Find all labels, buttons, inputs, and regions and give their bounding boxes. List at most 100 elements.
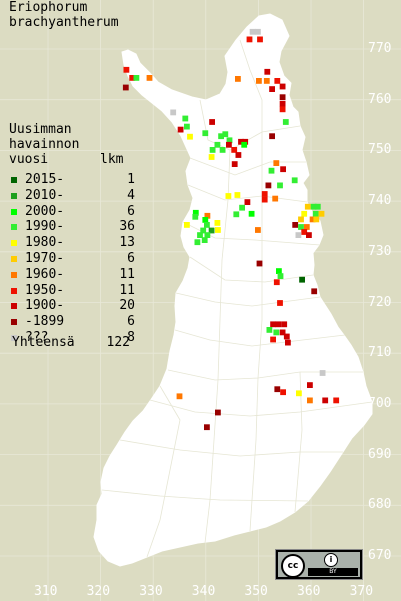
observation-cell xyxy=(279,329,286,336)
observation-cell xyxy=(318,210,325,217)
observation-cell xyxy=(273,160,280,166)
legend-row-count: 11 xyxy=(119,266,135,282)
legend-count-header: lkm xyxy=(100,152,124,167)
legend-row-count: 36 xyxy=(119,219,135,235)
observation-cell xyxy=(256,260,263,267)
observation-cell xyxy=(202,130,209,137)
legend-row-label: 1990- xyxy=(25,219,65,235)
observation-cell xyxy=(192,213,199,220)
observation-cell xyxy=(263,78,270,84)
x-axis-label: 350 xyxy=(244,584,268,599)
observation-cell xyxy=(204,424,210,431)
observation-cell xyxy=(269,86,275,92)
observation-cell xyxy=(235,76,241,82)
observation-cell xyxy=(214,220,221,226)
legend-row-count: 11 xyxy=(119,282,135,298)
observation-cell xyxy=(242,138,249,145)
observation-cell xyxy=(184,222,190,228)
observation-cell xyxy=(214,141,221,148)
person-icon: i xyxy=(324,553,338,567)
observation-cell xyxy=(182,115,189,122)
cc-icon: cc xyxy=(281,554,305,578)
observation-cell xyxy=(264,68,271,75)
y-axis-label: 760 xyxy=(368,91,392,107)
observation-cell xyxy=(280,166,286,173)
observation-cell xyxy=(255,227,261,233)
observation-cell xyxy=(215,409,221,416)
observation-cell xyxy=(285,339,291,346)
observation-cell xyxy=(170,109,177,116)
y-axis-label: 770 xyxy=(368,41,392,56)
observation-cell xyxy=(269,133,275,140)
legend-total-count: 122 xyxy=(106,335,130,350)
observation-cell xyxy=(281,321,288,328)
legend-swatch xyxy=(11,177,17,183)
observation-cell xyxy=(208,227,215,234)
x-axis-label: 330 xyxy=(139,584,163,599)
observation-cell xyxy=(122,84,129,91)
observation-cell xyxy=(279,100,286,107)
observation-cell xyxy=(265,182,272,189)
observation-cell xyxy=(274,386,281,393)
observation-cell xyxy=(257,36,263,43)
legend-row-count: 1 xyxy=(127,172,135,187)
observation-cell xyxy=(261,191,268,197)
observation-cell xyxy=(296,390,302,397)
observation-cell xyxy=(273,329,280,336)
y-axis-label: 750 xyxy=(368,142,392,158)
observation-cell xyxy=(123,66,130,73)
legend-swatch xyxy=(11,224,17,231)
observation-cell xyxy=(283,333,290,340)
legend-row-count: 4 xyxy=(127,187,135,203)
observation-cell xyxy=(333,397,340,404)
observation-cell xyxy=(234,192,241,198)
y-axis-label: 730 xyxy=(368,243,392,259)
legend-heading: Uusimman havainnon vuosi xyxy=(9,122,79,167)
observation-markers xyxy=(122,28,340,431)
observation-cell xyxy=(274,78,281,84)
observation-cell xyxy=(295,232,302,238)
observation-cell xyxy=(277,300,283,306)
legend-swatch xyxy=(11,287,17,294)
legend-row-label: 1980- xyxy=(25,235,65,251)
legend-swatch xyxy=(11,208,17,215)
legend-heading-line-2: havainnon xyxy=(9,137,80,152)
legend-swatch xyxy=(11,319,17,326)
title-line-1: Eriophorum xyxy=(9,0,88,15)
by-label: BY xyxy=(308,568,358,576)
legend-row-count: 6 xyxy=(127,203,135,219)
observation-cell xyxy=(204,232,211,238)
observation-cell xyxy=(311,288,318,295)
observation-cell xyxy=(301,210,308,217)
observation-cell xyxy=(219,147,226,153)
observation-cell xyxy=(307,397,313,404)
legend-total: Yhteensä 122 xyxy=(12,335,130,350)
legend-row-count: 8 xyxy=(127,329,135,345)
legend-row-label: ??? xyxy=(25,329,49,345)
y-axis-label: 740 xyxy=(368,193,392,209)
observation-cell xyxy=(270,321,276,328)
observation-cell xyxy=(238,138,244,145)
observation-cell xyxy=(255,28,261,35)
legend-row-label: -1899 xyxy=(25,314,65,330)
x-axis-label: 340 xyxy=(191,584,216,599)
legend-row-label: 1960- xyxy=(25,266,65,282)
observation-cell xyxy=(291,177,298,184)
cc-by-license-badge[interactable]: cc i BY xyxy=(275,549,363,580)
observation-cell xyxy=(306,232,312,238)
observation-cell xyxy=(313,216,320,223)
observation-cell xyxy=(322,397,329,404)
observation-cell xyxy=(292,222,299,228)
legend-row-label: 2000- xyxy=(25,203,65,219)
observation-cell xyxy=(256,78,262,84)
observation-cell xyxy=(177,126,184,133)
y-axis-label: 680 xyxy=(368,497,392,513)
observation-cell xyxy=(280,389,286,396)
observation-cell xyxy=(225,193,232,199)
observation-cell xyxy=(235,152,242,158)
species-title: Eriophorum brachyantherum xyxy=(9,0,119,30)
legend-row-label: 1900- xyxy=(25,298,65,314)
observation-cell xyxy=(208,154,215,160)
finland-land xyxy=(93,13,373,567)
y-axis-label: 670 xyxy=(368,548,392,563)
